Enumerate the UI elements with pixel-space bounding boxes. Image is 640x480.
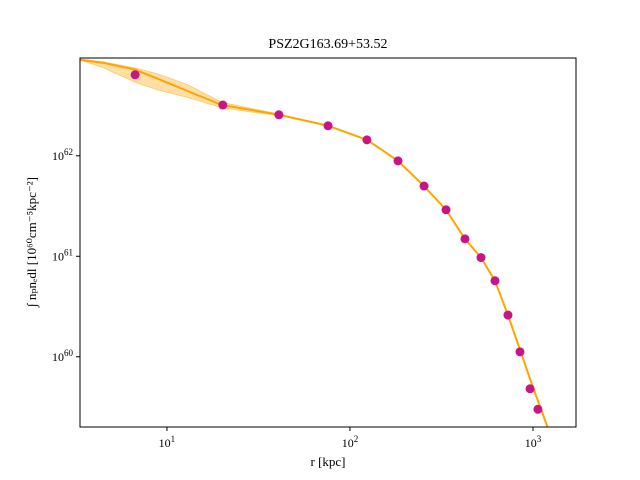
tick-exp: 3 [537, 434, 542, 444]
y-tick-label: 1060 [52, 348, 74, 364]
data-point [218, 100, 228, 110]
tick-text: 1062 [52, 147, 73, 163]
data-point [476, 253, 486, 263]
data-point [525, 384, 535, 394]
tick-exp: 62 [64, 147, 73, 157]
data-point [393, 156, 403, 166]
tick-text: 102 [342, 434, 359, 450]
data-point [515, 347, 525, 357]
tick-base: 10 [52, 350, 64, 364]
y-tick-label: 1061 [52, 247, 73, 263]
tick-base: 10 [159, 436, 171, 450]
model-line [80, 58, 549, 427]
x-tick-label: 102 [342, 434, 359, 450]
data-point [533, 404, 543, 414]
y-axis-label: ∫ nₚnₑdl [10⁶⁰cm⁻⁵kpc⁻²] [24, 177, 40, 308]
axes-frame [79, 57, 577, 428]
data-point [503, 310, 513, 320]
data-point [441, 205, 451, 215]
plot-area [80, 58, 549, 427]
tick-base: 10 [52, 149, 64, 163]
x-tick-label: 101 [159, 434, 176, 450]
tick-exp: 2 [354, 434, 359, 444]
tick-base: 10 [342, 436, 354, 450]
chart-title: PSZ2G163.69+53.52 [268, 37, 387, 52]
data-point [362, 135, 372, 145]
tick-exp: 61 [64, 247, 73, 257]
data-point [274, 110, 284, 120]
x-axis-label: r [kpc] [310, 454, 345, 469]
tick-text: 101 [159, 434, 176, 450]
data-point [130, 70, 140, 80]
tick-base: 10 [52, 249, 64, 263]
x-tick-label: 103 [525, 434, 542, 450]
tick-text: 1061 [52, 247, 73, 263]
data-point [323, 121, 333, 131]
tick-text: 1060 [52, 348, 74, 364]
tick-text: 103 [525, 434, 542, 450]
data-point [490, 276, 500, 286]
tick-base: 10 [525, 436, 537, 450]
data-point [460, 234, 470, 244]
tick-exp: 1 [171, 434, 176, 444]
data-point [419, 181, 429, 191]
y-tick-label: 1062 [52, 147, 73, 163]
tick-exp: 60 [64, 348, 74, 358]
